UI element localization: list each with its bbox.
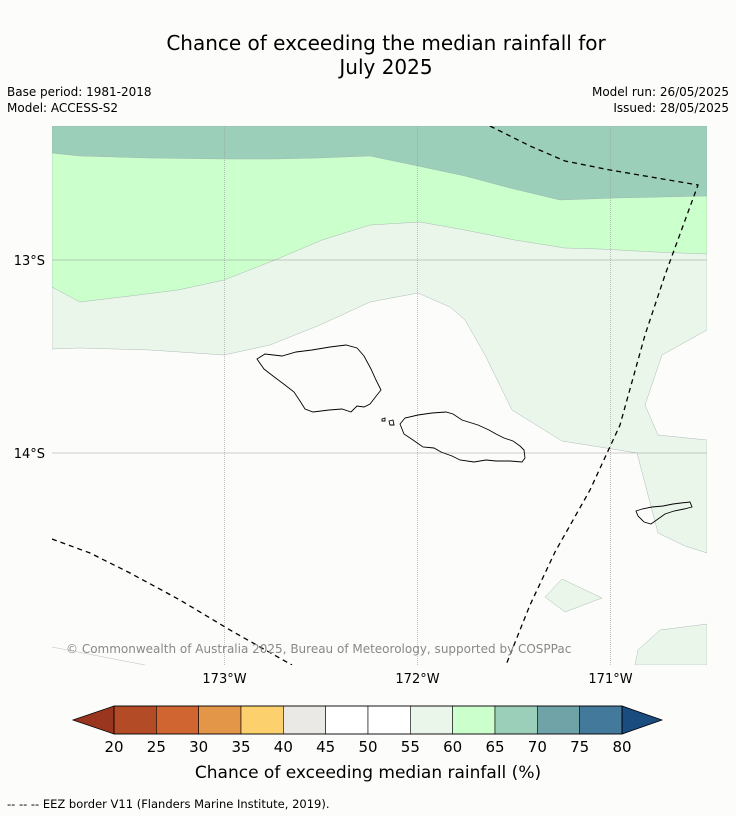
colorbar-tick-25: 25 [147,738,166,756]
colorbar-cells [113,705,623,735]
lon-label-172w: 172°W [395,672,439,687]
colorbar-cell-30-35 [198,705,242,735]
savaii-island [256,344,382,413]
eez-border-east [489,126,699,665]
lat-labels: 13°S 14°S [14,254,45,462]
lon-label-173w: 173°W [202,672,246,687]
colorbar-title: Chance of exceeding median rainfall (%) [195,763,541,783]
colorbar-over-arrow [621,705,664,735]
colorbar-tick-20: 20 [104,738,123,756]
bottom-left-boundary [52,646,146,665]
eez-border [52,126,699,665]
base-period-label: Base period: 1981-2018 [7,85,152,99]
colorbar-cell-25-30 [156,705,199,735]
copyright-text: © Commonwealth of Australia 2025, Bureau… [66,642,571,656]
colorbar-cell-45-50 [325,705,369,735]
lat-label-13s: 13°S [14,254,45,269]
colorbar-tick-50: 50 [358,738,377,756]
colorbar-cell-40-45 [283,705,326,735]
colorbar-tick-45: 45 [316,738,335,756]
model-label: Model: ACCESS-S2 [7,101,119,115]
colorbar-ticks: 20 25 30 35 40 45 50 55 60 65 70 75 80 [104,738,631,756]
meta-left: Base period: 1981-2018 Model: ACCESS-S2 [7,84,152,116]
tutuila-island [635,501,693,525]
zone-55-60-corner [634,623,707,665]
title-line-2: July 2025 [339,55,433,79]
colorbar-tick-75: 75 [570,738,589,756]
lon-label-171w: 171°W [588,672,632,687]
issued-label: Issued: 28/05/2025 [613,101,729,115]
colorbar-tick-55: 55 [401,738,420,756]
map-area: © Commonwealth of Australia 2025, Bureau… [52,126,707,665]
upolu-island [399,411,526,463]
lon-labels: 173°W 172°W 171°W [202,672,632,687]
meta-right: Model run: 26/05/2025 Issued: 28/05/2025 [592,84,729,116]
title-line-1: Chance of exceeding the median rainfall … [166,31,606,55]
eez-footnote: -- -- -- EEZ border V11 (Flanders Marine… [7,797,330,811]
colorbar-under-arrow [71,705,115,735]
colorbar-tick-30: 30 [189,738,208,756]
colorbar-cell-50-55 [367,705,411,735]
lat-label-14s: 14°S [14,447,45,462]
colorbar-cell-65-70 [494,705,538,735]
colorbar-tick-35: 35 [231,738,250,756]
islands [256,344,693,525]
colorbar-tick-60: 60 [443,738,462,756]
colorbar-cell-55-60 [410,705,453,735]
zone-65-70 [52,126,707,201]
apolima-island [381,417,386,422]
colorbar-tick-40: 40 [274,738,293,756]
colorbar-tick-65: 65 [485,738,504,756]
colorbar: 20 25 30 35 40 45 50 55 60 65 70 75 80 Chance of exc… [71,705,664,783]
colorbar-cell-70-75 [537,705,580,735]
zone-55-60-south [544,578,603,613]
colorbar-cell-20-25 [113,705,157,735]
manono-island [388,419,395,426]
colorbar-cell-60-65 [452,705,496,735]
chart-title: Chance of exceeding the median rainfall … [0,31,736,79]
colorbar-tick-80: 80 [612,738,631,756]
colorbar-tick-70: 70 [528,738,547,756]
colorbar-outline [113,705,623,735]
colorbar-cell-35-40 [240,705,284,735]
colorbar-cell-75-80 [579,705,623,735]
graticule [52,126,707,665]
model-run-label: Model run: 26/05/2025 [591,85,729,99]
